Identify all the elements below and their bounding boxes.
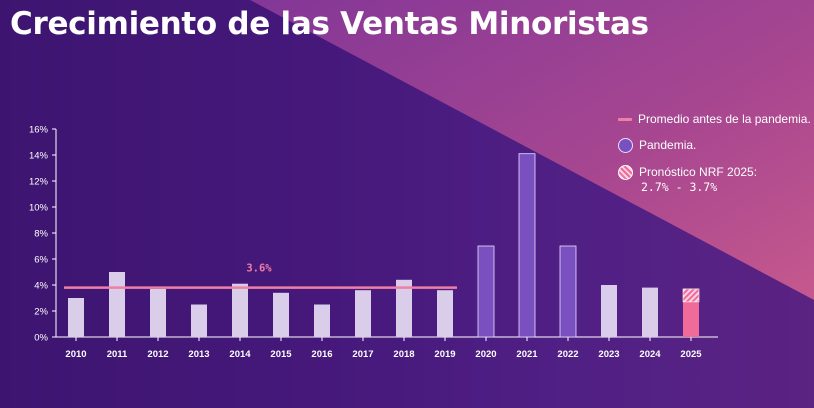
average-line-swatch (618, 118, 632, 121)
y-tick-label: 4% (34, 281, 48, 292)
x-tick-label: 2023 (598, 349, 619, 360)
bar-pandemic (518, 153, 536, 338)
x-tick-label: 2017 (352, 349, 373, 360)
bar-pandemic (559, 245, 577, 338)
x-tick-label: 2015 (270, 349, 292, 360)
x-tick-label: 2021 (516, 349, 538, 360)
average-line-label: 3.6% (246, 263, 272, 275)
forecast-swatch (618, 165, 633, 180)
bar (232, 283, 248, 337)
legend-item-pandemic: Pandemia. (618, 138, 811, 153)
bar (355, 290, 371, 337)
legend-forecast-label: Pronóstico NRF 2025: (639, 165, 758, 179)
bar (601, 285, 617, 337)
y-tick-label: 16% (29, 125, 49, 136)
legend-forecast-range: 2.7% - 3.7% (641, 180, 718, 194)
x-tick-label: 2016 (311, 349, 332, 360)
y-tick-label: 6% (34, 255, 48, 266)
bar (191, 304, 207, 337)
legend-pandemic-label: Pandemia. (639, 138, 697, 152)
x-tick-label: 2022 (557, 349, 578, 360)
x-tick-label: 2010 (65, 349, 86, 360)
bar (642, 287, 658, 337)
bar (396, 279, 412, 337)
bar (273, 292, 289, 337)
y-tick-label: 14% (29, 151, 49, 162)
legend-item-forecast: Pronóstico NRF 2025: 2.7% - 3.7% (618, 165, 811, 194)
bar-forecast-range (682, 288, 700, 303)
bar-forecast-low (683, 301, 699, 337)
y-tick-label: 8% (34, 229, 48, 240)
y-tick-label: 0% (34, 333, 48, 344)
x-tick-label: 2019 (434, 349, 455, 360)
legend: Promedio antes de la pandemia. Pandemia.… (618, 112, 811, 206)
bar (150, 288, 166, 337)
legend-item-average: Promedio antes de la pandemia. (618, 112, 811, 126)
bar (314, 304, 330, 337)
bar (68, 298, 84, 337)
chart-title: Crecimiento de las Ventas Minoristas (10, 6, 649, 42)
x-tick-label: 2018 (393, 349, 414, 360)
x-tick-label: 2014 (229, 349, 251, 360)
y-tick-label: 10% (29, 203, 49, 214)
x-tick-label: 2025 (680, 349, 702, 360)
x-tick-label: 2013 (188, 349, 209, 360)
legend-average-label: Promedio antes de la pandemia. (638, 112, 811, 126)
x-tick-label: 2020 (475, 349, 496, 360)
y-tick-label: 12% (29, 177, 49, 188)
bar (109, 272, 125, 337)
bar-pandemic (477, 245, 495, 338)
y-tick-label: 2% (34, 307, 48, 318)
bar (437, 290, 453, 337)
x-tick-label: 2024 (639, 349, 661, 360)
x-tick-label: 2012 (147, 349, 168, 360)
x-tick-label: 2011 (107, 349, 128, 360)
pandemic-swatch (618, 138, 633, 153)
